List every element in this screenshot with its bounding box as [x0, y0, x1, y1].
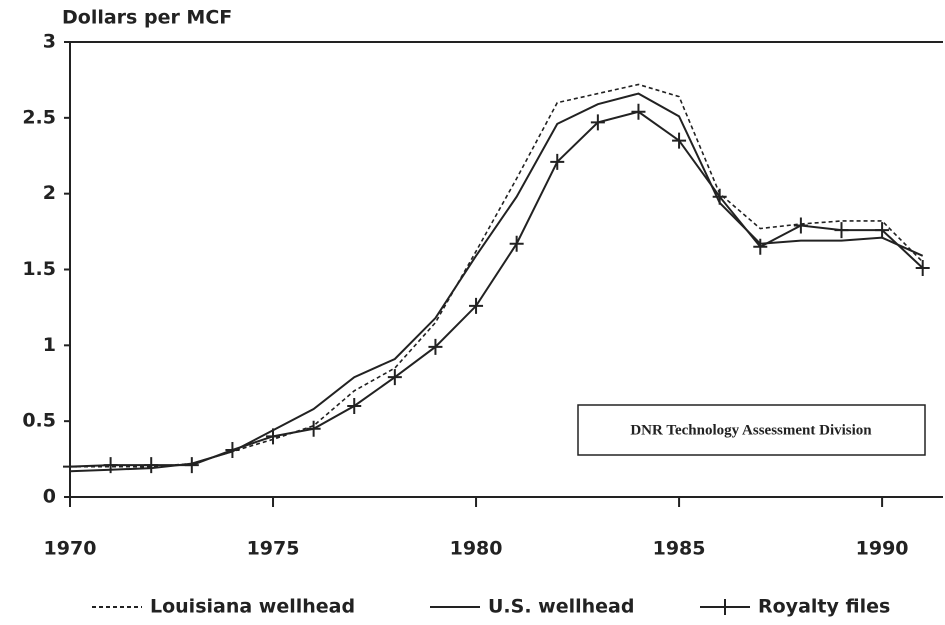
x-tick-label: 1980 — [450, 538, 503, 560]
marker — [712, 188, 727, 205]
y-tick-label: 0 — [43, 486, 56, 508]
marker — [753, 238, 768, 255]
annotation-box — [577, 404, 926, 456]
marker — [428, 338, 443, 355]
y-tick-label: 3 — [43, 31, 56, 53]
series-line — [69, 110, 924, 468]
marker — [266, 428, 281, 445]
marker — [509, 235, 524, 252]
marker — [834, 222, 849, 239]
marker — [590, 114, 605, 131]
y-tick-label: 2.5 — [22, 106, 56, 128]
y-axis-label: Dollars per MCF — [62, 7, 232, 29]
marker — [672, 132, 687, 149]
marker — [347, 398, 362, 414]
x-tick-label: 1985 — [653, 538, 706, 560]
marker — [631, 103, 646, 120]
y-tick-label: 1 — [43, 334, 56, 356]
marker — [63, 458, 77, 475]
marker — [469, 297, 484, 314]
marker — [306, 420, 321, 437]
marker — [875, 222, 890, 239]
y-tick-label: 2 — [43, 182, 56, 204]
y-tick-label: 0.5 — [22, 410, 56, 432]
marker — [103, 457, 118, 474]
annotation: DNR Technology Assessment Division — [630, 422, 872, 438]
y-tick-label: 1.5 — [22, 258, 56, 280]
x-tick-label: 1970 — [44, 538, 97, 560]
x-tick-label: 1975 — [247, 538, 300, 560]
legend-label: Louisiana wellhead — [150, 596, 355, 618]
marker — [550, 153, 565, 170]
series-line — [69, 92, 924, 473]
legend-label: U.S. wellhead — [488, 596, 634, 618]
marker — [915, 259, 930, 276]
marker — [225, 441, 240, 458]
marker — [387, 369, 402, 386]
x-tick-label: 1990 — [856, 538, 909, 560]
legend-label: Royalty files — [758, 596, 890, 618]
marker — [184, 457, 199, 474]
marker — [144, 457, 159, 474]
marker — [793, 217, 808, 234]
